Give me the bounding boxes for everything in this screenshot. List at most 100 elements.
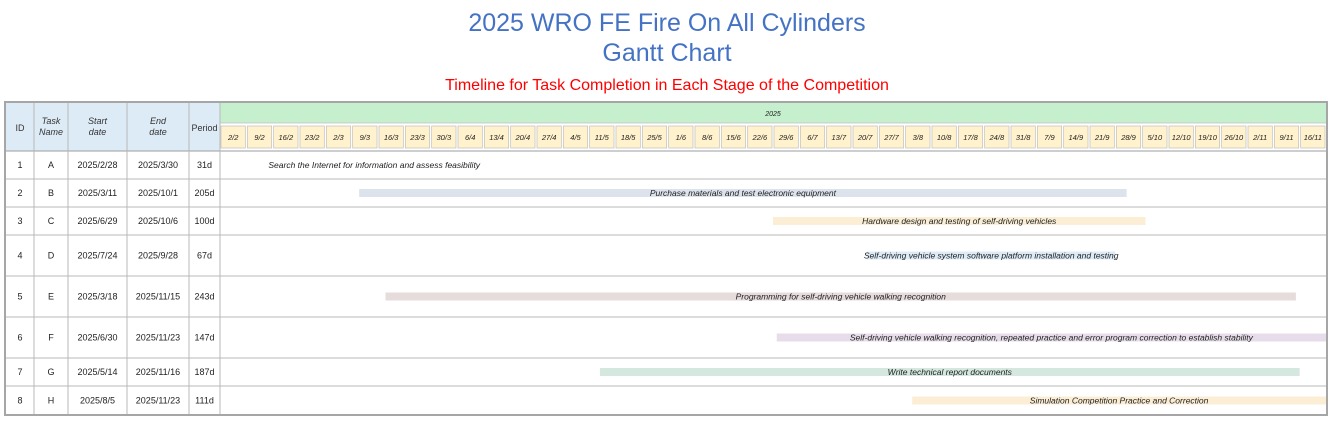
week-label: 9/2 bbox=[254, 133, 265, 142]
week-cell bbox=[1168, 125, 1194, 149]
week-cell bbox=[641, 125, 668, 149]
week-cell bbox=[562, 125, 589, 149]
week-cell bbox=[1036, 125, 1063, 149]
week-cell bbox=[325, 125, 352, 149]
week-cell bbox=[1142, 125, 1168, 149]
week-label: 3/8 bbox=[913, 133, 924, 142]
week-label: 21/9 bbox=[1094, 133, 1110, 142]
task-description: Hardware design and testing of self-driv… bbox=[862, 216, 1057, 226]
week-label: 2/2 bbox=[227, 133, 239, 142]
task-id-cell: 3 bbox=[17, 216, 22, 226]
task-bar bbox=[317, 161, 431, 169]
task-end-cell: 2025/11/16 bbox=[136, 367, 180, 377]
week-cell bbox=[220, 125, 246, 149]
week-label: 29/6 bbox=[778, 133, 794, 142]
week-cell bbox=[984, 125, 1010, 149]
week-label: 16/3 bbox=[384, 133, 399, 142]
week-label: 15/6 bbox=[726, 133, 741, 142]
week-label: 9/11 bbox=[1279, 133, 1293, 142]
week-label: 5/10 bbox=[1148, 133, 1163, 142]
task-period-cell: 243d bbox=[194, 292, 214, 302]
week-label: 27/4 bbox=[541, 133, 557, 142]
chart-title-line-2: Gantt Chart bbox=[602, 39, 732, 67]
task-end-cell: 2025/9/28 bbox=[138, 251, 178, 261]
task-start-cell: 2025/5/14 bbox=[77, 367, 117, 377]
task-description: Simulation Competition Practice and Corr… bbox=[1030, 396, 1209, 406]
task-period-cell: 205d bbox=[194, 188, 214, 198]
task-id-cell: 2 bbox=[17, 188, 22, 198]
column-header-period: Period bbox=[191, 123, 217, 133]
week-cell bbox=[510, 125, 536, 149]
week-label: 8/6 bbox=[702, 133, 713, 142]
task-id-cell: 7 bbox=[17, 367, 22, 377]
week-cell bbox=[905, 125, 931, 149]
week-cell bbox=[273, 125, 299, 149]
task-description: Self-driving vehicle system software pla… bbox=[864, 251, 1119, 261]
task-name-cell: F bbox=[48, 333, 54, 343]
week-cell bbox=[589, 125, 615, 149]
task-start-cell: 2025/3/18 bbox=[77, 292, 117, 302]
week-label: 16/2 bbox=[279, 133, 294, 142]
column-header-start-date: Start date bbox=[88, 116, 108, 137]
task-bar bbox=[773, 217, 1146, 225]
week-label: 20/7 bbox=[857, 133, 873, 142]
week-cell bbox=[536, 125, 562, 149]
task-end-cell: 2025/10/1 bbox=[138, 188, 178, 198]
week-label: 18/5 bbox=[621, 133, 636, 142]
table-header-bg bbox=[6, 103, 220, 151]
week-label: 2/11 bbox=[1252, 133, 1267, 142]
week-label: 4/5 bbox=[570, 133, 581, 142]
task-id-cell: 6 bbox=[17, 333, 22, 343]
week-label: 25/5 bbox=[646, 133, 662, 142]
task-name-cell: C bbox=[48, 216, 55, 226]
column-header-end-date: End date bbox=[149, 116, 167, 137]
week-cell bbox=[668, 125, 694, 149]
week-label: 20/4 bbox=[515, 133, 531, 142]
week-cell bbox=[1273, 125, 1300, 149]
week-label: 23/3 bbox=[409, 133, 425, 142]
task-end-cell: 2025/11/23 bbox=[136, 396, 180, 406]
task-end-cell: 2025/11/23 bbox=[136, 333, 180, 343]
week-label: 7/9 bbox=[1044, 133, 1055, 142]
week-cell bbox=[1247, 125, 1273, 149]
week-label: 11/5 bbox=[595, 133, 610, 142]
task-period-cell: 67d bbox=[197, 251, 212, 261]
week-label: 23/2 bbox=[304, 133, 320, 142]
year-label: 2025 bbox=[764, 111, 781, 118]
week-label: 13/4 bbox=[489, 133, 504, 142]
task-end-cell: 2025/10/6 bbox=[138, 216, 178, 226]
task-description: Programming for self-driving vehicle wal… bbox=[736, 292, 947, 302]
task-start-cell: 2025/8/5 bbox=[80, 396, 115, 406]
task-end-cell: 2025/11/15 bbox=[136, 292, 180, 302]
week-label: 31/8 bbox=[1016, 133, 1031, 142]
chart-title: 2025 WRO FE Fire On All Cylinders bbox=[468, 9, 866, 37]
task-start-cell: 2025/7/24 bbox=[77, 251, 117, 261]
week-label: 16/11 bbox=[1304, 133, 1322, 142]
week-cell bbox=[246, 125, 273, 149]
week-label: 1/6 bbox=[676, 133, 687, 142]
task-bar bbox=[776, 333, 1326, 342]
week-cell bbox=[1089, 125, 1115, 149]
task-start-cell: 2025/3/11 bbox=[78, 188, 117, 198]
task-description: Search the Internet for information and … bbox=[268, 160, 480, 170]
task-description: Purchase materials and test electronic e… bbox=[650, 188, 837, 198]
column-header-task-name: Task Name bbox=[39, 116, 63, 137]
week-label: 6/4 bbox=[465, 133, 475, 142]
column-header-id: ID bbox=[16, 123, 26, 133]
task-name-cell: B bbox=[48, 188, 54, 198]
task-period-cell: 187d bbox=[194, 367, 214, 377]
week-label: 13/7 bbox=[832, 133, 847, 142]
week-label: 19/10 bbox=[1198, 133, 1218, 142]
week-cell bbox=[931, 125, 957, 149]
task-name-cell: H bbox=[48, 396, 55, 406]
week-label: 6/7 bbox=[807, 133, 818, 142]
chart-subtitle: Timeline for Task Completion in Each Sta… bbox=[445, 77, 889, 94]
task-bar bbox=[867, 251, 1116, 260]
week-cell bbox=[799, 125, 826, 149]
task-id-cell: 8 bbox=[17, 396, 22, 406]
week-label: 24/8 bbox=[989, 133, 1005, 142]
week-cell bbox=[615, 125, 641, 149]
week-cell bbox=[826, 125, 852, 149]
task-period-cell: 100d bbox=[194, 216, 214, 226]
task-start-cell: 2025/6/30 bbox=[77, 333, 117, 343]
